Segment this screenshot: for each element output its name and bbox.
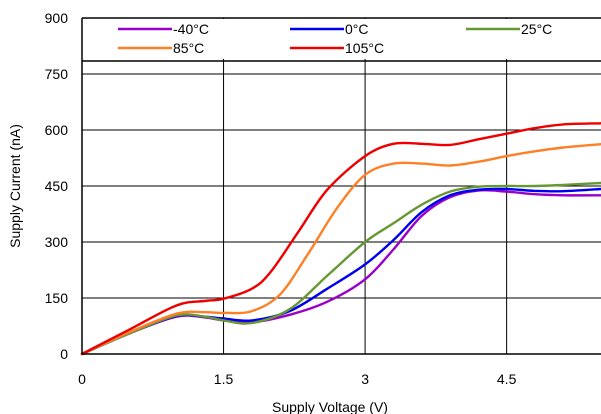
y-tick-label: 150 xyxy=(45,290,69,306)
x-tick-label: 4.5 xyxy=(497,371,517,387)
y-tick-label: 300 xyxy=(45,234,69,250)
legend: -40°C 0°C 25°C 85°C 105°C xyxy=(82,19,601,62)
legend-box xyxy=(83,19,601,59)
legend-label: 0°C xyxy=(345,21,369,37)
legend-label: -40°C xyxy=(173,21,209,37)
legend-label: 105°C xyxy=(345,40,384,56)
y-tick-label: 0 xyxy=(60,346,68,362)
series-line-105C xyxy=(80,122,601,356)
x-tick-label: 3 xyxy=(361,371,369,387)
series-lines xyxy=(80,122,601,356)
legend-label: 85°C xyxy=(173,40,204,56)
legend-label: 25°C xyxy=(521,21,552,37)
x-axis-label: Supply Voltage (V) xyxy=(272,399,388,414)
y-axis-label: Supply Current (nA) xyxy=(7,124,23,248)
axes: 0 150 300 450 600 750 900 0 1.5 3 4.5 xyxy=(45,10,601,387)
x-tick-label: 1.5 xyxy=(214,371,234,387)
y-tick-label: 900 xyxy=(45,10,69,26)
y-tick-label: 450 xyxy=(45,178,69,194)
series-line-25C xyxy=(80,181,601,356)
y-tick-label: 600 xyxy=(45,122,69,138)
series-line-85C xyxy=(80,143,601,356)
y-tick-label: 750 xyxy=(45,66,69,82)
x-tick-label: 0 xyxy=(78,371,86,387)
